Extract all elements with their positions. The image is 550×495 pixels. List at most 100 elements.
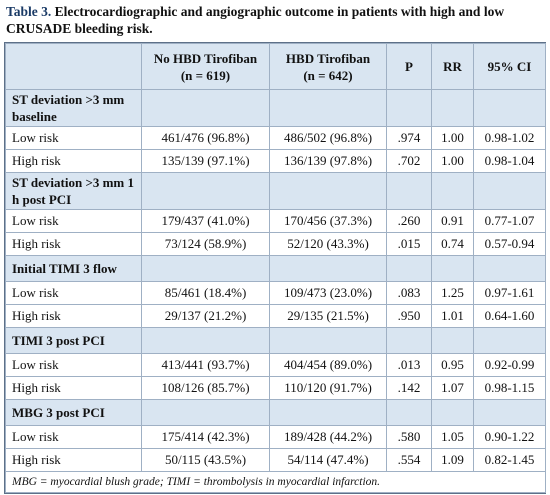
data-cell: 85/461 (18.4%) [141,281,270,305]
data-cell: 110/120 (91.7%) [269,376,387,400]
data-cell: 0.91 [431,209,474,233]
data-cell: 413/441 (93.7%) [141,353,270,377]
data-cell: 189/428 (44.2%) [269,425,387,449]
row-label: Low risk [5,353,142,377]
data-row: High risk 50/115 (43.5%) 54/114 (47.4%) .55… [5,448,546,472]
data-cell: 73/124 (58.9%) [141,232,270,256]
data-cell: 0.57-0.94 [473,232,546,256]
data-cell: 0.64-1.60 [473,304,546,328]
data-cell: .580 [386,425,432,449]
data-cell: 1.05 [431,425,474,449]
section-cell [473,255,546,282]
data-cell: 179/437 (41.0%) [141,209,270,233]
section-label: ST deviation >3 mm baseline [5,89,142,127]
data-row: Low risk 85/461 (18.4%) 109/473 (23.0%) .08… [5,281,546,305]
section-cell [269,172,387,210]
header-cell: HBD Tirofiban (n = 642) [269,43,387,90]
data-row: Low risk 461/476 (96.8%) 486/502 (96.8%) .9… [5,126,546,150]
table-caption: Table 3. Electrocardiographic and angiog… [6,3,544,37]
data-row: Low risk 175/414 (42.3%) 189/428 (44.2%) .5… [5,425,546,449]
header-text: RR [443,59,462,74]
data-cell: 52/120 (43.3%) [269,232,387,256]
header-text: (n = 642) [303,67,353,83]
section-cell [473,399,546,426]
row-label: Low risk [5,126,142,150]
data-cell: 1.01 [431,304,474,328]
data-cell: 1.09 [431,448,474,472]
data-cell: 0.98-1.02 [473,126,546,150]
data-cell: 108/126 (85.7%) [141,376,270,400]
data-cell: 29/135 (21.5%) [269,304,387,328]
section-label: MBG 3 post PCI [5,399,142,426]
section-cell [473,327,546,354]
data-cell: .142 [386,376,432,400]
data-cell: 1.25 [431,281,474,305]
data-cell: .950 [386,304,432,328]
data-cell: .013 [386,353,432,377]
data-cell: .554 [386,448,432,472]
data-cell: 461/476 (96.8%) [141,126,270,150]
section-cell [141,327,270,354]
data-row: High risk 73/124 (58.9%) 52/120 (43.3%) .01… [5,232,546,256]
row-label: High risk [5,304,142,328]
section-label: TIMI 3 post PCI [5,327,142,354]
data-cell: 0.77-1.07 [473,209,546,233]
data-row: High risk 29/137 (21.2%) 29/135 (21.5%) .95… [5,304,546,328]
row-label: High risk [5,448,142,472]
section-cell [473,89,546,127]
header-text: 95% CI [487,59,532,74]
data-cell: 1.00 [431,126,474,150]
section-cell [386,255,432,282]
row-label: High risk [5,232,142,256]
data-cell: 0.82-1.45 [473,448,546,472]
data-cell: .974 [386,126,432,150]
section-cell [431,89,474,127]
section-cell [431,399,474,426]
section-cell [386,172,432,210]
data-cell: 54/114 (47.4%) [269,448,387,472]
header-row: No HBD Tirofiban (n = 619) HBD Tirofiban (n… [5,43,546,90]
header-cell: No HBD Tirofiban (n = 619) [141,43,270,90]
header-text: (n = 619) [180,67,231,83]
section-cell [431,172,474,210]
row-label: Low risk [5,425,142,449]
data-cell: 0.90-1.22 [473,425,546,449]
header-cell: P [386,43,432,90]
section-cell [269,327,387,354]
caption-label: Table 3. [6,4,52,19]
header-text: P [405,59,413,74]
data-cell: 29/137 (21.2%) [141,304,270,328]
section-cell [386,89,432,127]
data-cell: 0.98-1.15 [473,376,546,400]
footnote: MBG = myocardial blush grade; TIMI = thr… [5,471,546,493]
data-cell: 0.97-1.61 [473,281,546,305]
data-cell: 0.95 [431,353,474,377]
data-cell: 486/502 (96.8%) [269,126,387,150]
row-label: High risk [5,376,142,400]
data-cell: 1.07 [431,376,474,400]
section-row: ST deviation >3 mm 1 h post PCI [5,172,546,210]
data-row: Low risk 413/441 (93.7%) 404/454 (89.0%) .0… [5,353,546,377]
section-cell [141,89,270,127]
section-row: MBG 3 post PCI [5,399,546,426]
section-row: TIMI 3 post PCI [5,327,546,354]
header-cell: 95% CI [473,43,546,90]
section-label: ST deviation >3 mm 1 h post PCI [5,172,142,210]
data-cell: .260 [386,209,432,233]
data-cell: 175/414 (42.3%) [141,425,270,449]
section-label: Initial TIMI 3 flow [5,255,142,282]
data-cell: 0.98-1.04 [473,149,546,173]
section-cell [141,399,270,426]
section-cell [386,327,432,354]
section-row: ST deviation >3 mm baseline [5,89,546,127]
data-cell: 0.92-0.99 [473,353,546,377]
section-cell [431,327,474,354]
row-label: Low risk [5,281,142,305]
section-cell [141,172,270,210]
footnote-row: MBG = myocardial blush grade; TIMI = thr… [5,471,546,493]
section-row: Initial TIMI 3 flow [5,255,546,282]
data-cell: 136/139 (97.8%) [269,149,387,173]
data-cell: 135/139 (97.1%) [141,149,270,173]
data-row: Low risk 179/437 (41.0%) 170/456 (37.3%) .2… [5,209,546,233]
